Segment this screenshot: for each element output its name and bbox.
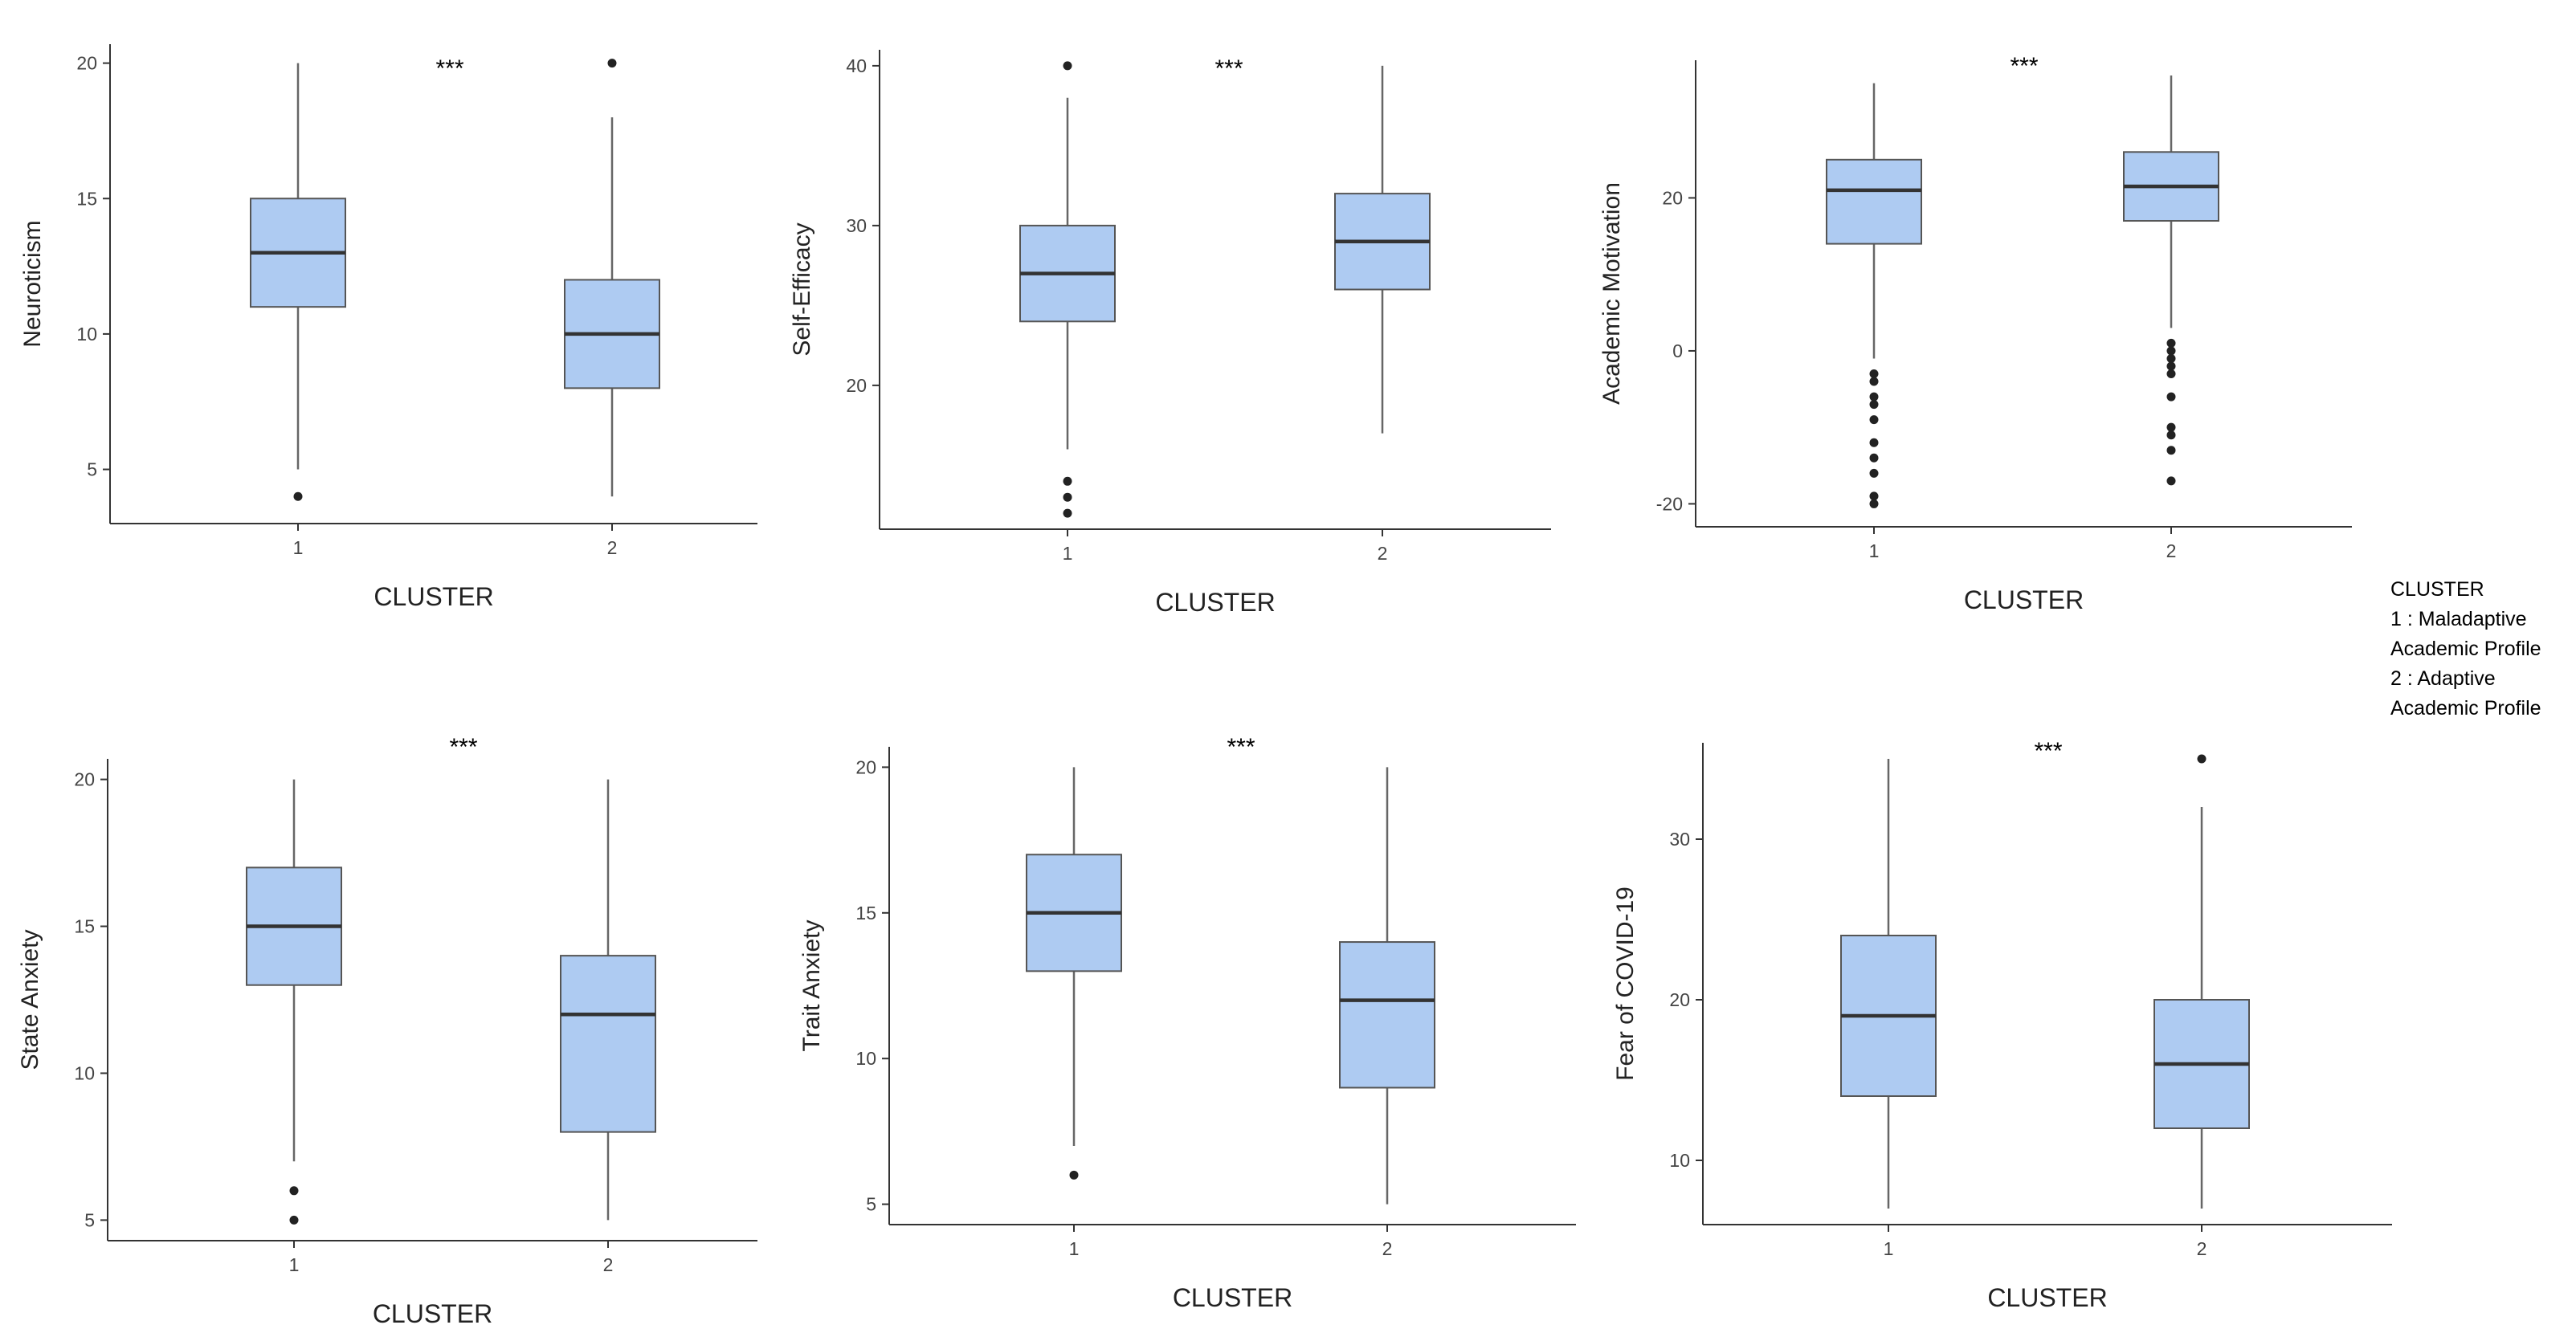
significance-marker: *** [1215,55,1243,82]
outlier-point [2166,422,2176,432]
x-tick-label: 2 [1382,1238,1393,1259]
outlier-point [2166,476,2176,486]
outlier-point [1063,61,1072,71]
legend-line-4: Academic Profile [2390,697,2541,720]
outlier-point [1869,499,1879,508]
outlier-point [1869,468,1879,478]
outlier-point [2166,338,2176,348]
box-iqr [1339,941,1435,1089]
x-axis-label: CLUSTER [373,1299,492,1328]
x-axis-label: CLUSTER [1964,585,2084,614]
outlier-point [2166,361,2176,371]
significance-marker: *** [449,734,477,760]
outlier-point [1869,392,1879,402]
outlier-point [2166,369,2176,379]
x-tick-label: 2 [2197,1238,2207,1259]
y-tick-label: 20 [1669,989,1690,1010]
y-axis-label: Trait Anxiety [798,920,825,1052]
x-axis-label: CLUSTER [1173,1283,1292,1312]
outlier-point [289,1186,299,1196]
x-tick-label: 1 [1063,543,1073,564]
x-tick-label: 2 [607,537,618,558]
x-tick-label: 1 [293,537,304,558]
cluster-legend: CLUSTER 1 : Maladaptive Academic Profile… [2390,575,2575,724]
y-tick-label: 5 [866,1194,876,1215]
significance-marker: *** [2034,738,2062,764]
y-tick-label: 40 [846,55,867,76]
y-axis-label: Academic Motivation [1598,182,1625,405]
outlier-point [607,59,617,68]
x-tick-label: 1 [1069,1238,1080,1259]
significance-marker: *** [2010,53,2038,79]
significance-marker: *** [435,55,463,82]
y-tick-label: 10 [855,1048,876,1069]
y-tick-label: 20 [855,756,876,777]
outlier-point [1869,369,1879,379]
y-tick-label: 0 [1672,340,1683,361]
outlier-point [2166,346,2176,356]
outlier-point [1063,476,1072,486]
y-tick-label: 20 [1662,187,1683,208]
x-tick-label: 2 [603,1254,614,1275]
legend-line-2: Academic Profile [2390,638,2541,660]
legend-line-1: 1 : Maladaptive [2390,608,2527,630]
legend-line-3: 2 : Adaptive [2390,667,2496,690]
outlier-point [1063,508,1072,518]
box-iqr [560,955,656,1133]
outlier-point [1869,377,1879,386]
outlier-point [293,491,303,501]
y-axis-label: Fear of COVID-19 [1612,887,1639,1081]
outlier-point [1063,492,1072,502]
outlier-point [2166,392,2176,402]
y-axis-label: State Anxiety [17,929,43,1070]
legend-title: CLUSTER [2390,578,2484,601]
x-tick-label: 1 [289,1254,300,1275]
outlier-point [2166,446,2176,455]
x-axis-label: CLUSTER [1987,1283,2107,1312]
outlier-point [1869,415,1879,425]
y-tick-label: 5 [84,1209,95,1230]
outlier-point [1869,400,1879,410]
y-tick-label: 15 [74,916,95,937]
y-tick-label: 10 [76,324,97,344]
y-tick-label: 15 [76,188,97,209]
y-tick-label: 5 [87,459,97,480]
outlier-point [1069,1170,1079,1180]
y-axis-label: Self-Efficacy [789,222,815,356]
y-tick-label: -20 [1656,493,1683,514]
outlier-point [289,1215,299,1225]
x-tick-label: 2 [2166,540,2177,561]
y-tick-label: 10 [1669,1150,1690,1171]
x-axis-label: CLUSTER [1155,588,1275,617]
y-tick-label: 10 [74,1062,95,1083]
box-iqr [1826,158,1922,245]
y-axis-label: Neuroticism [19,220,46,347]
outlier-point [1869,438,1879,447]
y-tick-label: 30 [1669,829,1690,850]
x-tick-label: 1 [1884,1238,1894,1259]
outlier-point [2166,430,2176,440]
y-tick-label: 30 [846,215,867,236]
outlier-point [2197,754,2207,764]
x-axis-label: CLUSTER [374,582,493,611]
x-tick-label: 2 [1378,543,1388,564]
y-tick-label: 15 [855,903,876,923]
significance-marker: *** [1227,734,1255,760]
outlier-point [1869,453,1879,463]
outlier-point [1869,491,1879,501]
y-tick-label: 20 [74,769,95,790]
x-tick-label: 1 [1869,540,1880,561]
y-tick-label: 20 [76,53,97,74]
y-tick-label: 20 [846,375,867,396]
outlier-point [2166,353,2176,363]
